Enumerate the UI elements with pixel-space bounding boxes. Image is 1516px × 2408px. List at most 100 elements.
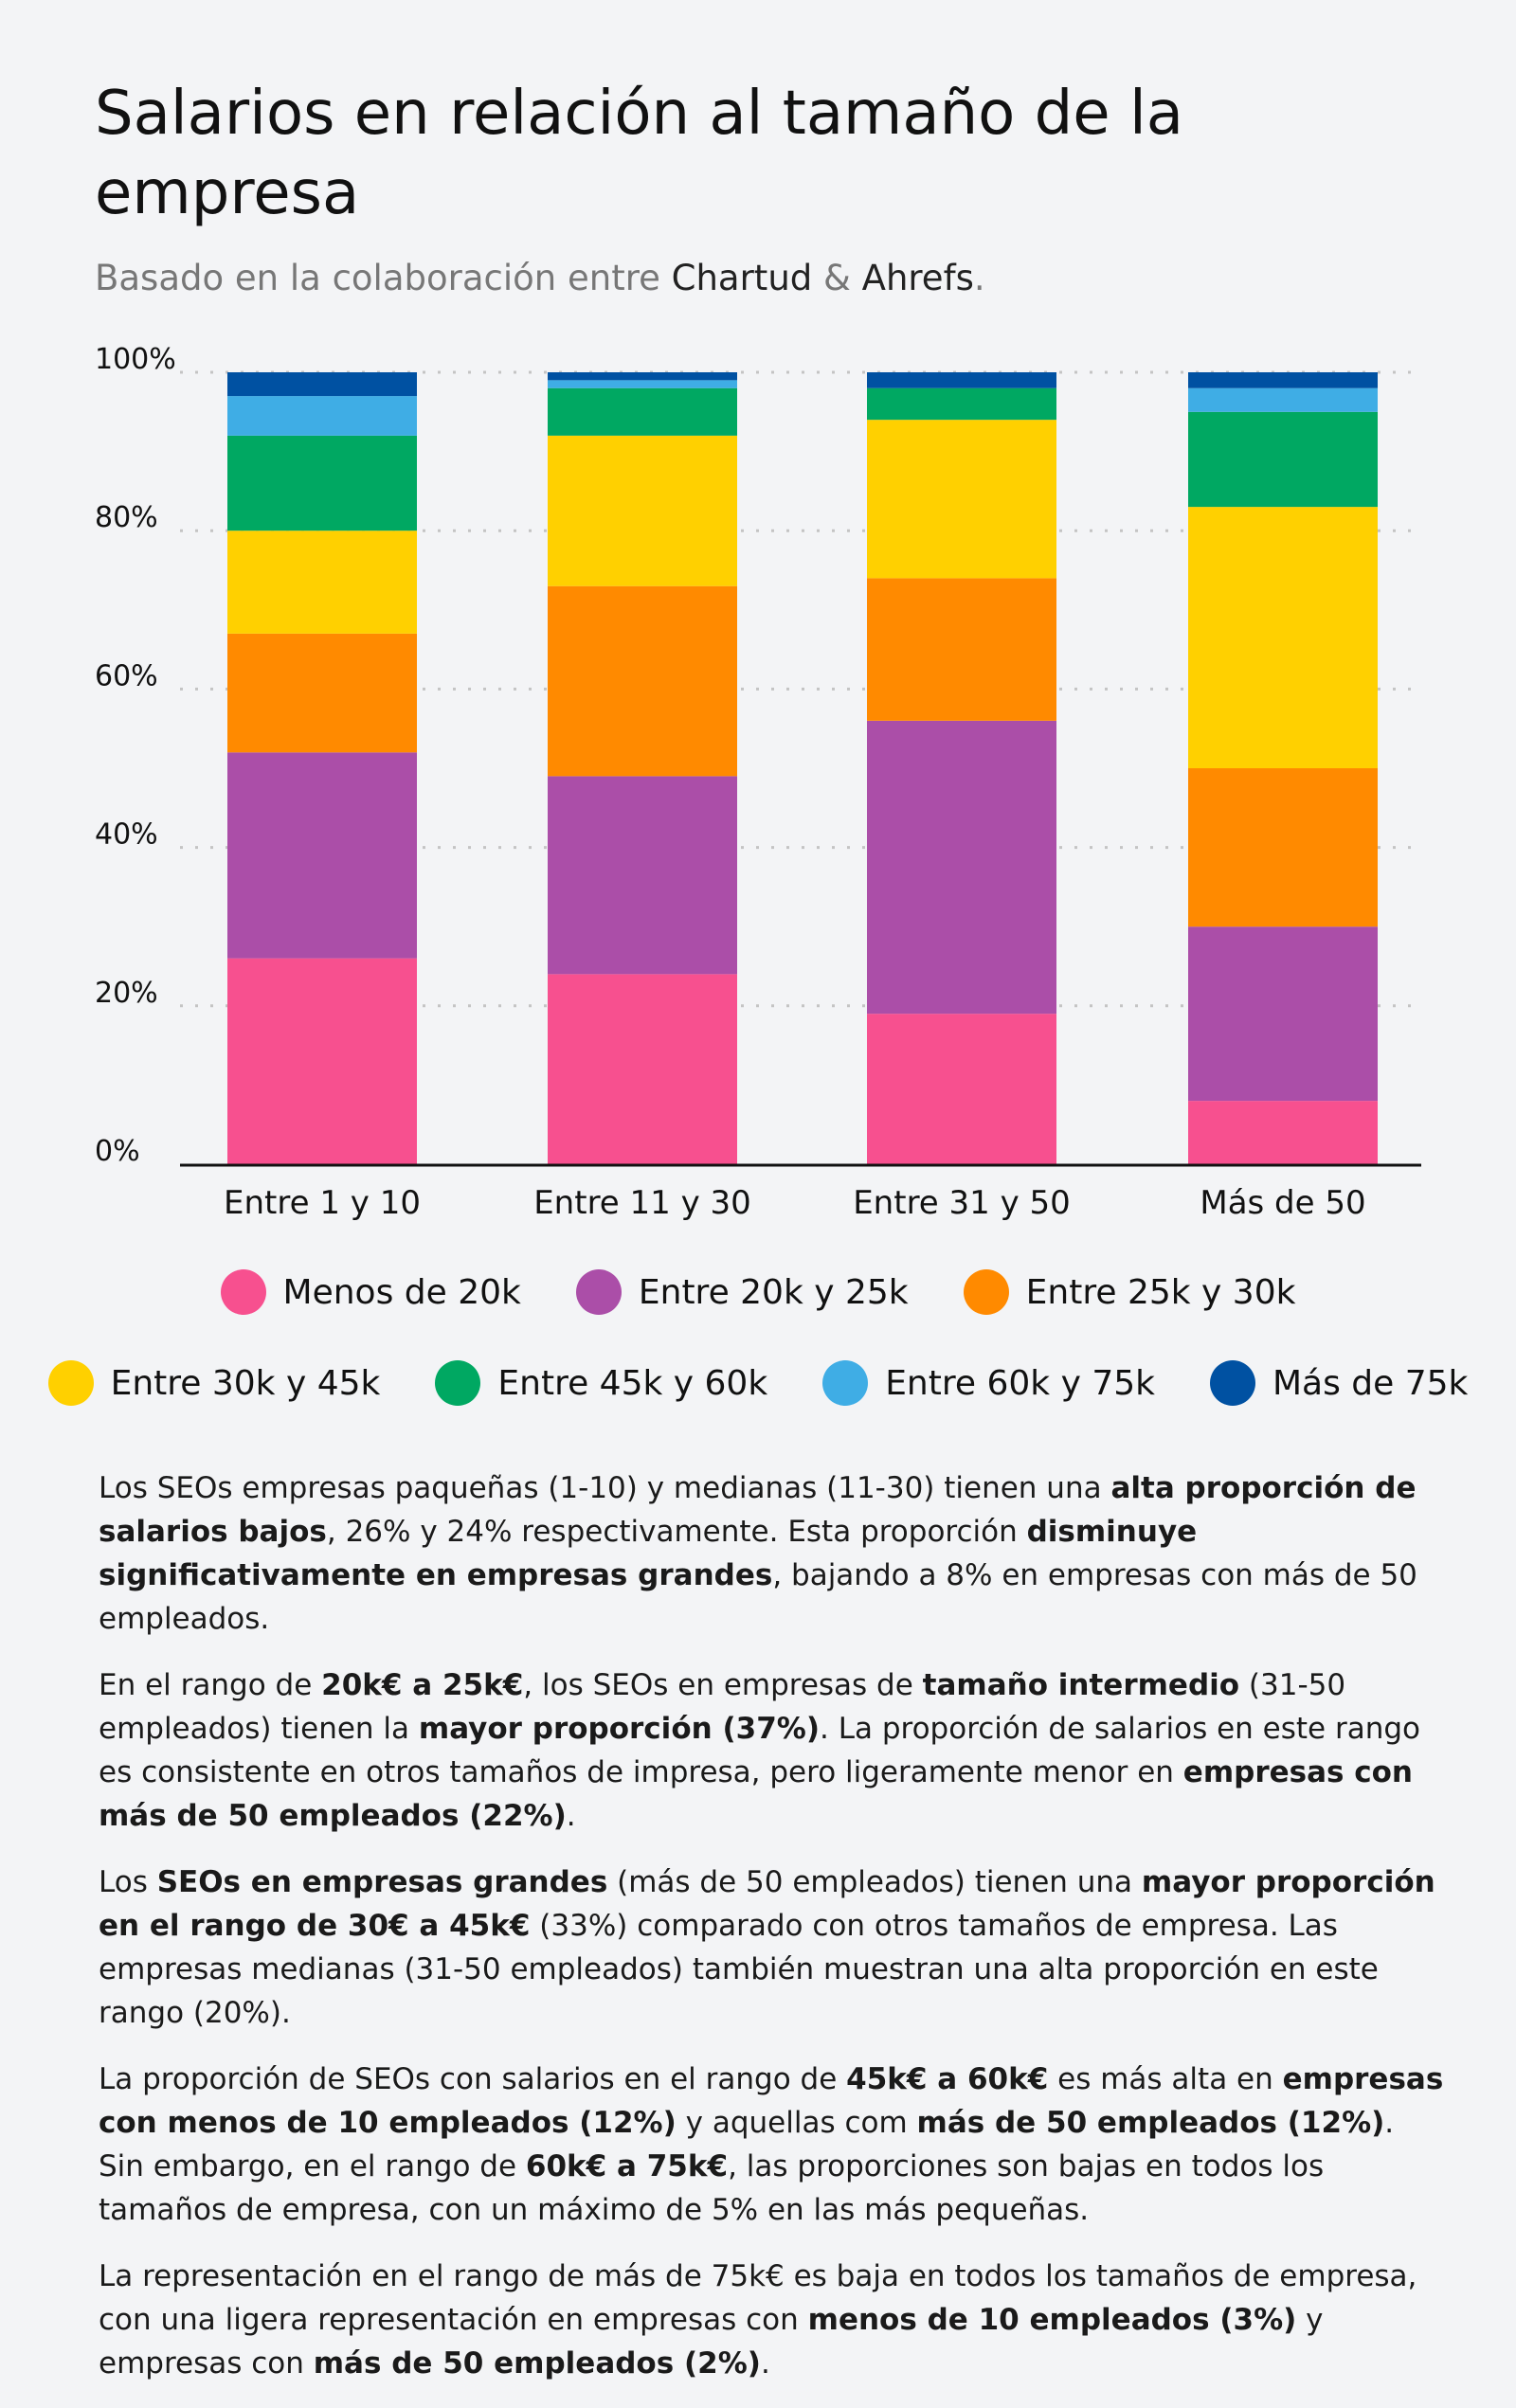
bold-text: más de 50 empleados (2%) (313, 2346, 761, 2381)
bar-segment (867, 387, 1056, 421)
chart-subtitle: Basado en la colaboración entre Chartud … (95, 258, 985, 298)
bold-text: empresas con menos de 10 empleados (12%) (99, 2062, 1444, 2140)
legend-row-1: Menos de 20k Entre 20k y 25k Entre 25k y 3… (0, 1269, 1516, 1315)
bar-segment (1188, 507, 1378, 768)
y-tick-label: 80% (95, 501, 158, 534)
legend-item: Entre 60k y 75k (822, 1360, 1155, 1406)
description-text: Los SEOs empresas paqueñas (1-10) y medi… (99, 1466, 1444, 2408)
legend-swatch-icon (822, 1360, 869, 1406)
y-tick-label: 100% (95, 343, 176, 376)
bar-segment (548, 380, 737, 388)
bar-segment (548, 974, 737, 1164)
legend-swatch-icon (47, 1360, 94, 1406)
text: Los SEOs empresas paqueñas (1-10) y medi… (99, 1471, 1111, 1505)
text: . (760, 2346, 770, 2381)
x-tick-label: Entre 11 y 30 (533, 1184, 751, 1222)
text: es más alta en (1048, 2062, 1283, 2096)
bold-text: 60k€ a 75k€ (525, 2149, 729, 2183)
paragraph: La proporción de SEOs con salarios en el… (99, 2058, 1444, 2232)
legend-label: Entre 45k y 60k (497, 1363, 768, 1403)
text: y empresas con (99, 2303, 1324, 2381)
legend-label: Entre 30k y 45k (110, 1363, 381, 1403)
x-tick-label: Entre 1 y 10 (224, 1184, 421, 1222)
bold-text: disminuye significativamente en empresas… (99, 1515, 1198, 1592)
legend-item: Entre 20k y 25k (575, 1269, 909, 1315)
bar-segment (227, 435, 417, 531)
bar-segment (548, 776, 737, 975)
bar-segment (227, 958, 417, 1164)
chart-title: Salarios en relación al tamaño de la emp… (95, 79, 1183, 228)
x-tick-label: Más de 50 (1200, 1184, 1365, 1222)
bar-segment (1188, 768, 1378, 927)
subtitle-amp: & (812, 258, 862, 298)
bar-segment (867, 1014, 1056, 1164)
text: , bajando a 8% en empresas con más de 50… (99, 1558, 1417, 1636)
bar-segment (548, 372, 737, 381)
brand-chartud: Chartud (671, 258, 813, 298)
legend-row-2: Entre 30k y 45k Entre 45k y 60k Entre 60k … (0, 1360, 1516, 1406)
text: , los SEOs en empresas de (523, 1668, 923, 1702)
bar-segment (548, 387, 737, 436)
legend-swatch-icon (575, 1269, 622, 1315)
bar-segment (227, 633, 417, 753)
legend-item: Entre 45k y 60k (435, 1360, 767, 1406)
legend-label: Entre 25k y 30k (1025, 1272, 1296, 1312)
bar-segment (867, 578, 1056, 721)
y-tick-label: 60% (95, 659, 158, 692)
bold-text: mayor proporción en el rango de 30€ a 45… (99, 1865, 1435, 1943)
subtitle-prefix: Basado en la colaboración entre (95, 258, 672, 298)
text: (más de 50 empleados) tienen una (607, 1865, 1142, 1899)
bar-segment (867, 720, 1056, 1015)
bold-text: empresas con más de 50 empleados (22%) (99, 1755, 1413, 1833)
legend-label: Menos de 20k (282, 1272, 521, 1312)
bar-segment (548, 435, 737, 586)
paragraph: En el rango de 20k€ a 25k€, los SEOs en … (99, 1663, 1444, 1838)
text: , las proporciones son bajas en todos lo… (99, 2149, 1325, 2227)
x-tick-label: Entre 31 y 50 (853, 1184, 1071, 1222)
y-tick-label: 20% (95, 977, 158, 1010)
legend-label: Entre 60k y 75k (885, 1363, 1155, 1403)
bar-segment (227, 396, 417, 436)
text: (33%) comparado con otros tamaños de emp… (99, 1909, 1379, 2030)
bold-text: alta proporción de salarios bajos (99, 1471, 1417, 1549)
bar-segment (867, 420, 1056, 579)
bar-segment (227, 752, 417, 959)
paragraph: Los SEOs empresas paqueñas (1-10) y medi… (99, 1466, 1444, 1641)
y-tick-label: 40% (95, 818, 158, 852)
subtitle-suffix: . (973, 258, 985, 298)
brand-ahrefs: Ahrefs (861, 258, 974, 298)
bar-segment (548, 585, 737, 777)
bar-segment (1188, 926, 1378, 1102)
bold-text: menos de 10 empleados (3%) (807, 2303, 1297, 2337)
text: La representación en el rango de más de … (99, 2259, 1417, 2337)
text: Los (99, 1865, 157, 1899)
legend-item: Entre 30k y 45k (47, 1360, 381, 1406)
legend-swatch-icon (220, 1269, 266, 1315)
bar-segment (1188, 411, 1378, 508)
legend-swatch-icon (963, 1269, 1009, 1315)
bar-segment (1188, 1101, 1378, 1164)
bold-text: mayor proporción (37%) (418, 1712, 821, 1746)
paragraph: Los SEOs en empresas grandes (más de 50 … (99, 1860, 1444, 2035)
bar-segment (867, 372, 1056, 388)
text: La proporción de SEOs con salarios en el… (99, 2062, 847, 2096)
legend-item: Entre 25k y 30k (963, 1269, 1296, 1315)
text: . Sin embargo, en el rango de (99, 2106, 1395, 2183)
text: , 26% y 24% respectivamente. Esta propor… (326, 1515, 1027, 1549)
text: y aquellas com (676, 2106, 917, 2140)
legend-label: Entre 20k y 25k (638, 1272, 909, 1312)
legend-swatch-icon (435, 1360, 481, 1406)
bold-text: tamaño intermedio (922, 1668, 1240, 1702)
bold-text: más de 50 empleados (12%) (916, 2106, 1385, 2140)
text: . La proporción de salarios en este rang… (99, 1712, 1420, 1789)
legend-item: Menos de 20k (220, 1269, 521, 1315)
legend-label: Más de 75k (1272, 1363, 1469, 1403)
bar-segment (227, 530, 417, 634)
bar-segment (227, 372, 417, 397)
text: (31-50 empleados) tienen la (99, 1668, 1346, 1746)
bar-segment (1188, 372, 1378, 388)
bold-text: 45k€ a 60k€ (846, 2062, 1049, 2096)
text: . (566, 1799, 576, 1833)
paragraph: La representación en el rango de más de … (99, 2255, 1444, 2385)
text: En el rango de (99, 1668, 322, 1702)
